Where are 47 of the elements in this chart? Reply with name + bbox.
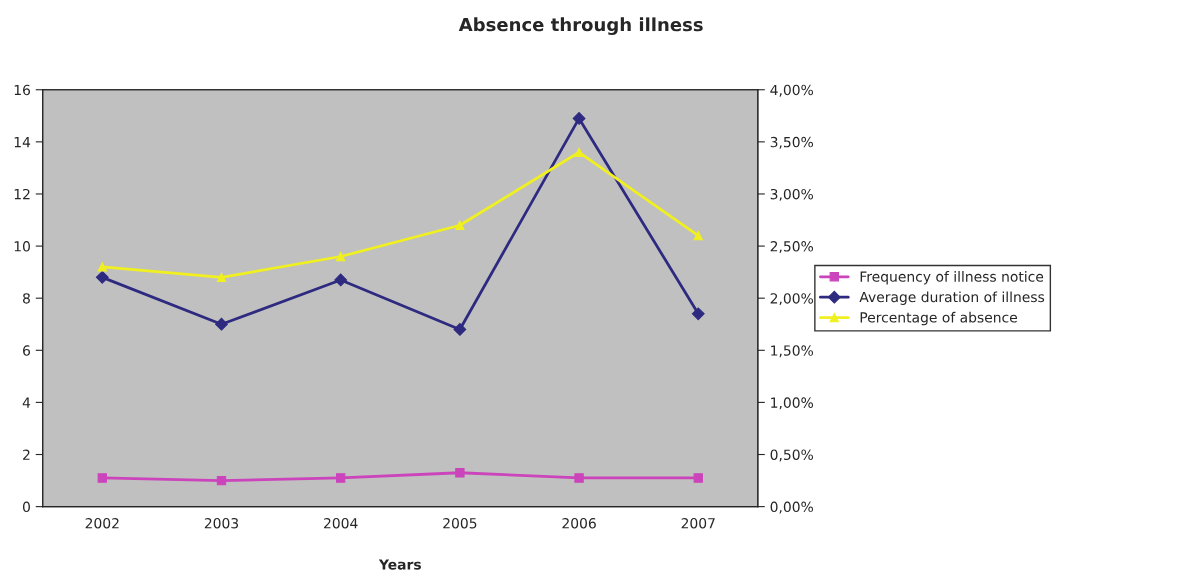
y-tick-label: 14 [14,137,31,148]
y2-tick-label: 0,50% [770,449,814,462]
x-tick-label: 2007 [681,517,715,529]
y2-tick-label: 1,00% [771,397,814,410]
y2-tick-label: 2,00% [770,293,814,306]
point [334,273,348,287]
y2-tick-label: 0,00% [770,501,814,514]
point [693,230,703,241]
x-axis-title: Years [378,559,421,570]
legend-label: Frequency of illness notice [860,271,1044,285]
x-tick-label: 2004 [324,517,358,529]
x-tick-label: 2002 [85,517,119,529]
point [453,323,467,336]
y-tick-label: 8 [23,293,30,304]
y-tick-label: 0 [22,501,30,513]
y2-tick-label: 3,00% [770,188,814,201]
point [216,272,227,283]
y-tick-label: 2 [23,449,30,460]
point [455,468,465,478]
point [693,473,703,483]
point [574,473,584,483]
point [215,317,228,331]
x-tick-label: 2003 [204,517,239,529]
point [574,147,584,157]
point [455,220,465,230]
x-tick-label: 2006 [562,517,596,529]
y2-tick-label: 2,50% [770,241,814,253]
point [97,473,107,483]
legend-label: Percentage of absence [860,311,1017,326]
y-tick-label: 12 [14,188,30,200]
y-tick-label: 16 [14,84,31,96]
y2-tick-label: 1,50% [771,345,814,358]
point [335,251,346,262]
chart-title: Absence through illness [458,17,703,35]
y-tick-label: 6 [23,345,31,356]
point [335,473,346,483]
y-tick-label: 4 [22,397,31,408]
y2-tick-label: 3,50% [770,136,814,149]
point [97,262,107,272]
legend-label: Average duration of illness [859,291,1045,305]
x-tick-label: 2005 [443,517,477,529]
point [691,307,705,321]
point [95,270,109,284]
point [216,475,227,486]
y-tick-label: 10 [14,241,30,252]
y2-tick-label: 4,00% [770,84,814,97]
point [572,111,586,125]
